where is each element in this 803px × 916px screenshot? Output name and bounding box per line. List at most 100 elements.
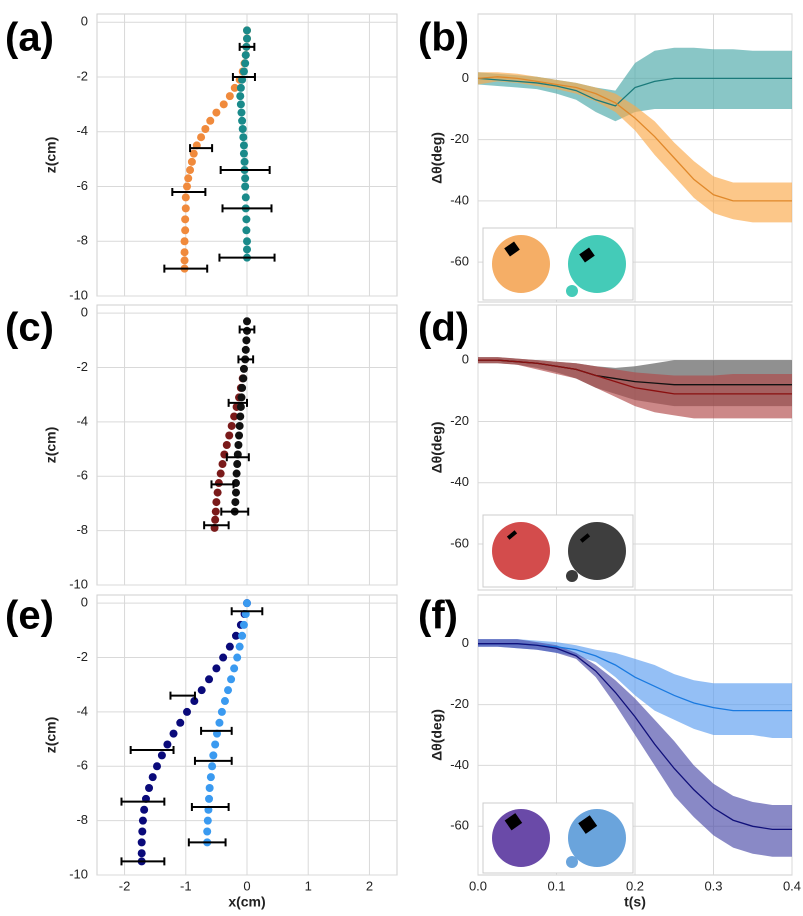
point — [212, 109, 220, 117]
point — [205, 795, 213, 803]
point — [237, 84, 245, 92]
x-tick-label: 0 — [243, 878, 250, 893]
point — [239, 133, 247, 141]
point — [181, 226, 189, 234]
x-tick-label: 0.4 — [783, 878, 801, 893]
point — [138, 828, 146, 836]
y-axis-label: Δθ(deg) — [429, 709, 445, 761]
y-tick-label: -8 — [76, 812, 88, 827]
point — [182, 193, 190, 201]
point — [139, 817, 147, 825]
point — [243, 237, 251, 245]
point — [241, 174, 249, 182]
y-tick-label: -8 — [76, 233, 88, 248]
point — [236, 422, 244, 430]
point — [234, 441, 242, 449]
panel-label: (c) — [5, 306, 54, 350]
point — [205, 675, 213, 683]
y-tick-label: 0 — [81, 305, 88, 320]
y-tick-label: -6 — [76, 468, 88, 483]
point — [237, 109, 245, 117]
point — [239, 125, 247, 133]
y-tick-label: -60 — [450, 818, 469, 833]
point — [206, 117, 214, 125]
point — [237, 403, 245, 411]
point — [217, 470, 225, 478]
y-tick-label: 0 — [81, 595, 88, 610]
point — [236, 643, 244, 651]
point — [226, 643, 234, 651]
icon — [492, 809, 550, 867]
legend-icons-d — [483, 515, 633, 587]
point — [206, 784, 214, 792]
point — [186, 166, 194, 174]
y-tick-label: -10 — [69, 576, 88, 591]
icon — [492, 522, 550, 580]
point — [240, 365, 248, 373]
point — [170, 730, 178, 738]
point — [228, 422, 236, 430]
point — [241, 182, 249, 190]
point — [223, 441, 231, 449]
point — [242, 215, 250, 223]
x-tick-label: 1 — [305, 878, 312, 893]
y-tick-label: 0 — [462, 352, 469, 367]
point — [238, 384, 246, 392]
point — [211, 741, 219, 749]
y-tick-label: -60 — [450, 254, 469, 269]
point — [241, 59, 249, 67]
point — [243, 26, 251, 34]
point — [212, 664, 220, 672]
y-tick-label: -10 — [69, 866, 88, 881]
point — [158, 751, 166, 759]
point — [181, 256, 189, 264]
point — [215, 719, 223, 727]
point — [212, 508, 220, 516]
icon — [566, 285, 578, 297]
y-tick-label: -2 — [76, 649, 88, 664]
point — [218, 708, 226, 716]
y-axis-label: Δθ(deg) — [429, 422, 445, 474]
point — [243, 245, 251, 253]
panel-label: (e) — [5, 594, 54, 638]
panel-label: (f) — [418, 594, 458, 638]
point — [176, 719, 184, 727]
x-axis-label: x(cm) — [228, 894, 265, 910]
point — [215, 479, 223, 487]
point — [242, 346, 250, 354]
icon — [566, 570, 578, 582]
point — [238, 632, 246, 640]
y-tick-label: -20 — [450, 131, 469, 146]
legend-icons-f — [483, 803, 633, 873]
point — [243, 327, 251, 335]
point — [203, 828, 211, 836]
icon — [492, 235, 550, 293]
point — [235, 431, 243, 439]
y-tick-label: 0 — [81, 14, 88, 29]
figure: 0-2-4-6-8-10(a)z(cm)0-20-40-60(b)Δθ(deg)… — [0, 0, 803, 916]
point — [240, 67, 248, 75]
x-tick-label: -1 — [180, 878, 192, 893]
x-tick-label: 2 — [366, 878, 373, 893]
point — [219, 460, 227, 468]
panel-label: (a) — [5, 16, 54, 60]
point — [201, 125, 209, 133]
y-tick-label: 0 — [462, 70, 469, 85]
y-tick-label: -40 — [450, 192, 469, 207]
point — [219, 654, 227, 662]
point — [236, 412, 244, 420]
point — [243, 317, 251, 325]
x-tick-label: -2 — [119, 878, 131, 893]
y-axis-label: z(cm) — [43, 717, 59, 754]
y-tick-label: -20 — [450, 696, 469, 711]
point — [242, 51, 250, 59]
page: {"chart_data": [ {"type": "scatter", "la… — [0, 0, 803, 916]
point — [211, 516, 219, 524]
point — [227, 675, 235, 683]
point — [243, 35, 251, 43]
point — [231, 498, 239, 506]
icon — [568, 809, 626, 867]
point — [209, 751, 217, 759]
point — [233, 654, 241, 662]
